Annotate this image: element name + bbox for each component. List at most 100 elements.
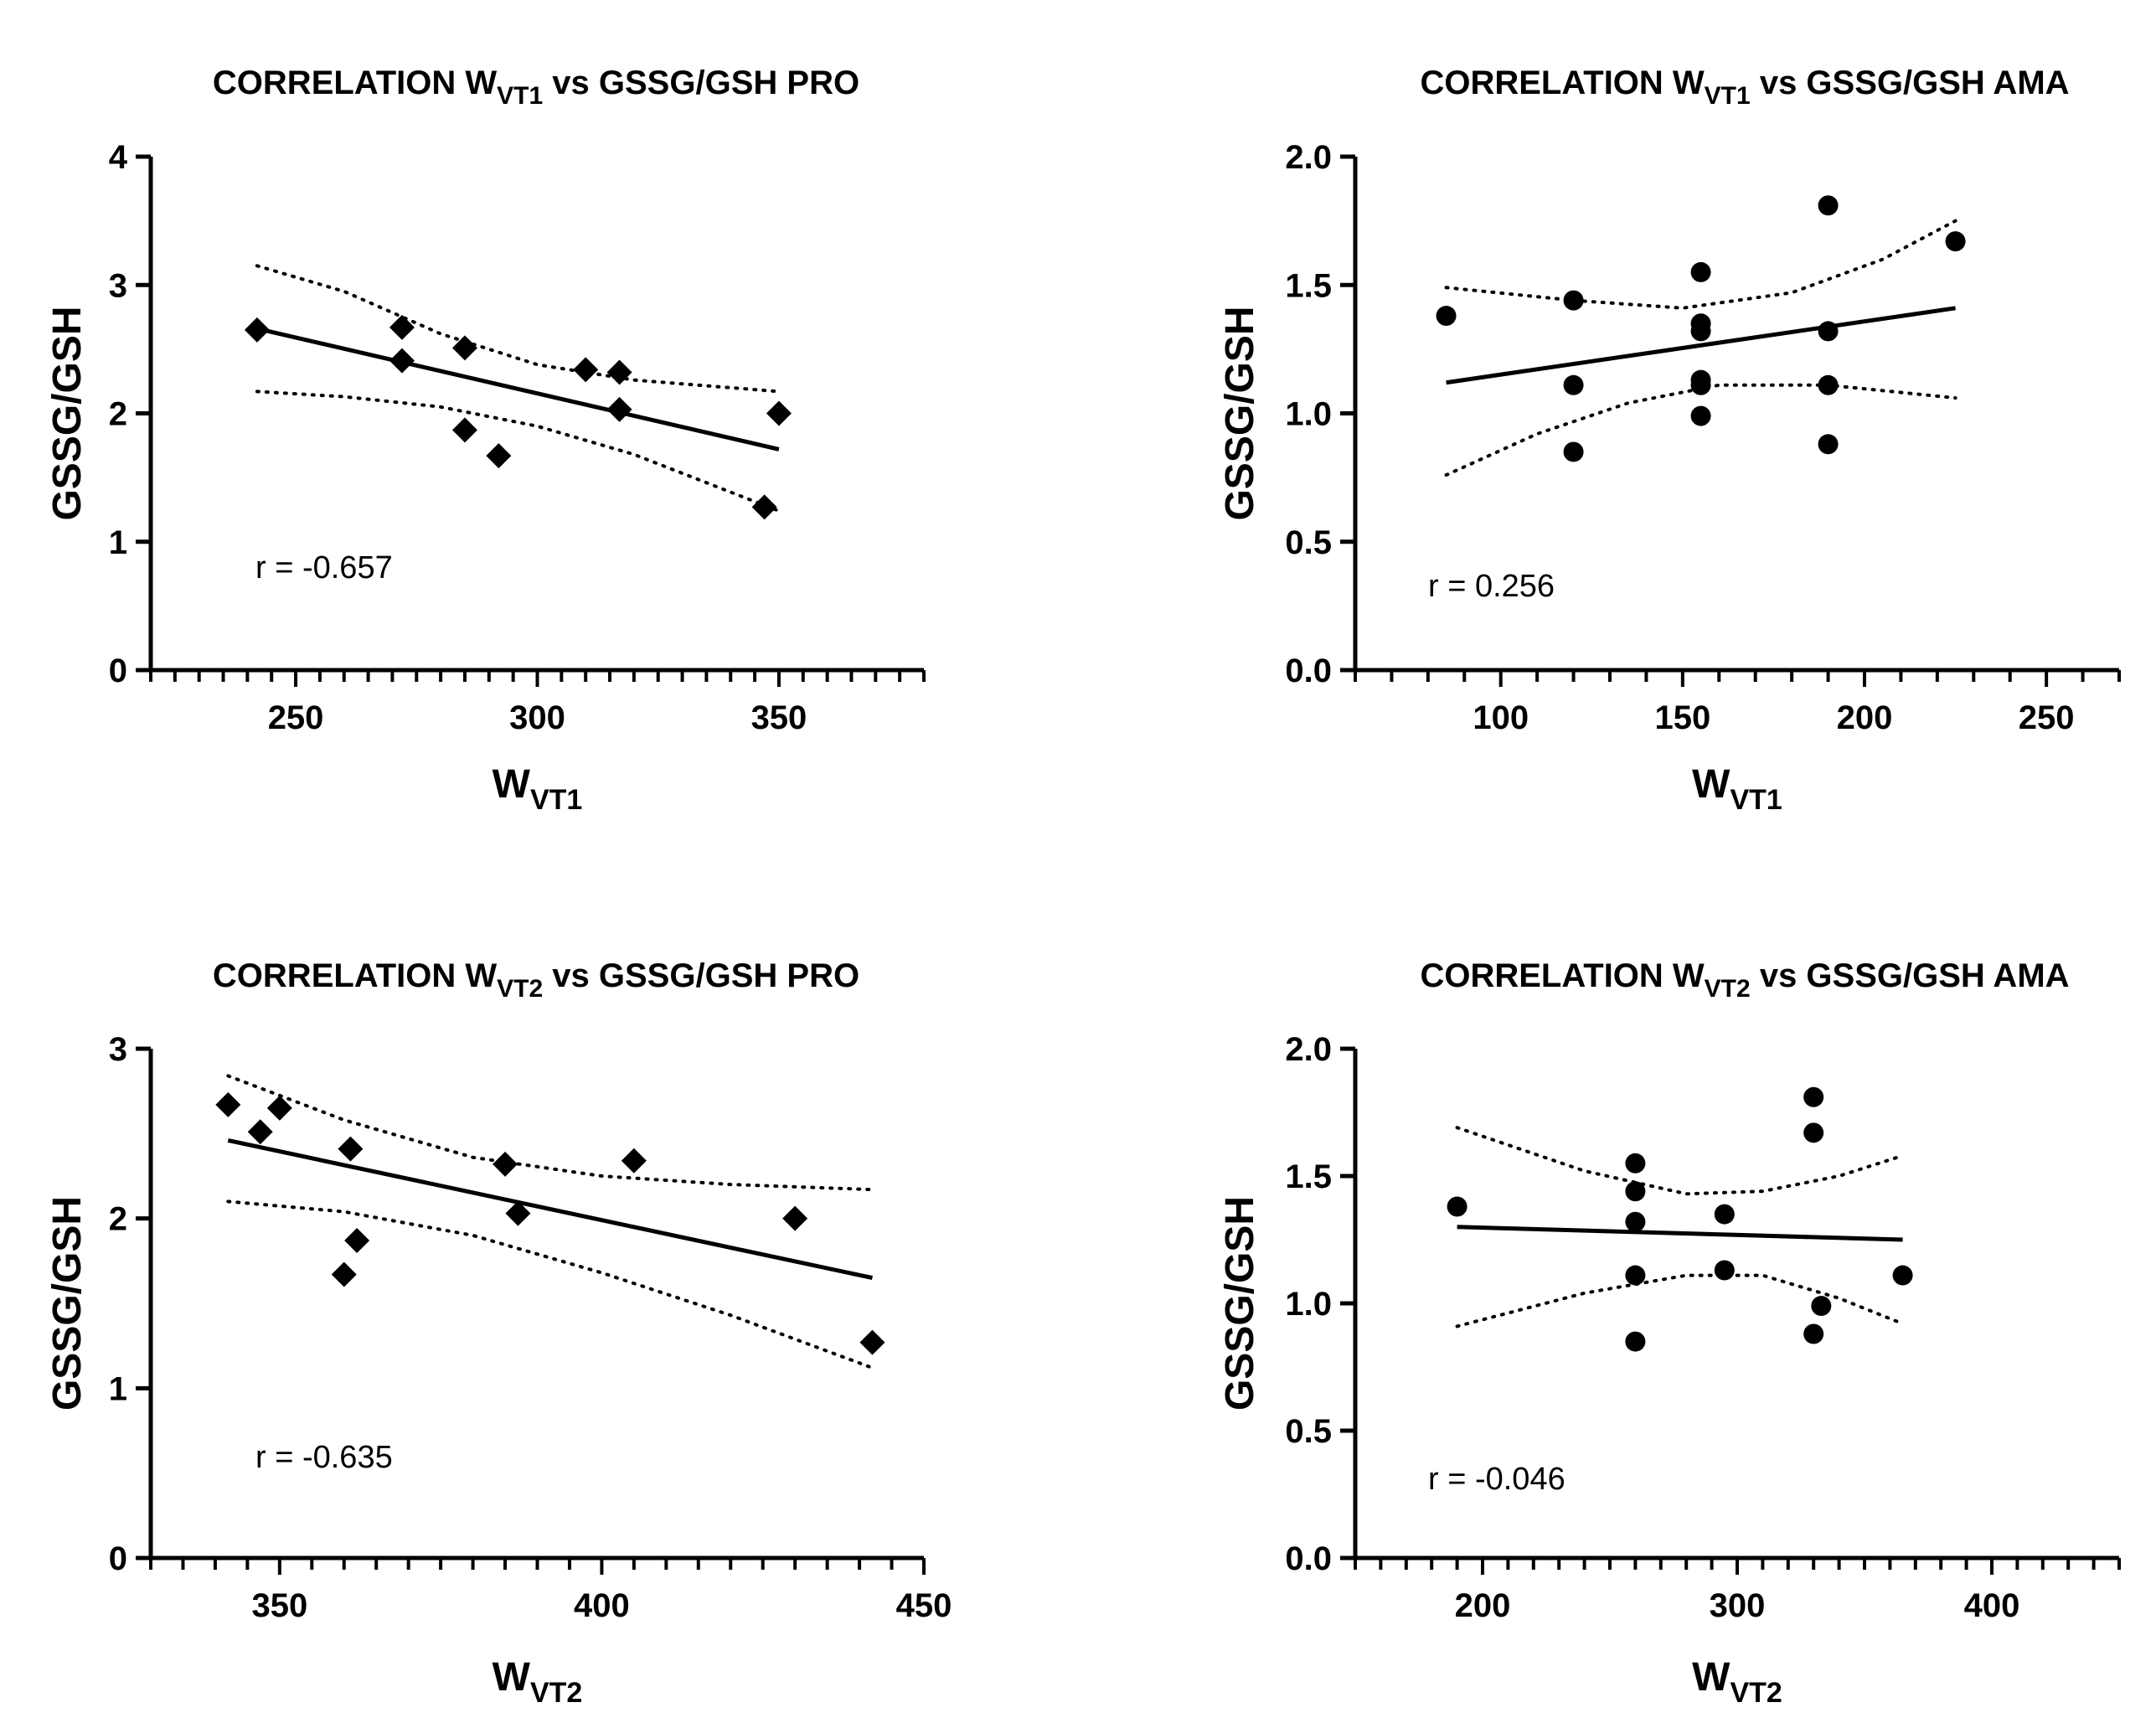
chart-title-subscript: VT2 bbox=[497, 975, 543, 1003]
chart-title-main: CORRELATION W bbox=[213, 64, 497, 101]
chart-title-subscript: VT1 bbox=[1705, 82, 1751, 110]
chart-title-rest: vs GSSG/GSH PRO bbox=[543, 64, 859, 101]
data-point bbox=[1892, 1265, 1913, 1286]
data-point bbox=[1447, 1196, 1467, 1217]
data-point bbox=[782, 1205, 808, 1231]
x-axis-title: WVT1 bbox=[493, 762, 583, 816]
data-point bbox=[1563, 290, 1584, 311]
data-point bbox=[573, 357, 599, 383]
x-tick-label: 300 bbox=[1710, 1587, 1766, 1624]
chart-title-main: CORRELATION W bbox=[1420, 957, 1704, 994]
x-axis-title: WVT2 bbox=[1692, 1655, 1782, 1709]
data-point bbox=[766, 400, 792, 426]
y-tick-label: 1.0 bbox=[1285, 396, 1332, 433]
x-tick-label: 350 bbox=[251, 1587, 307, 1624]
y-tick-label: 3 bbox=[109, 1031, 127, 1068]
y-axis-title: GSSG/GSH bbox=[45, 1196, 90, 1411]
regression-line bbox=[227, 1137, 873, 1281]
data-point bbox=[493, 1151, 518, 1177]
correlation-annotation: r = 0.256 bbox=[1428, 569, 1555, 604]
x-axis-title: WVT2 bbox=[493, 1655, 583, 1709]
data-point bbox=[606, 359, 632, 385]
y-tick-label: 0.0 bbox=[1285, 653, 1332, 689]
chart-title-subscript: VT1 bbox=[497, 82, 543, 110]
y-tick-label: 3 bbox=[109, 267, 127, 304]
data-point bbox=[1625, 1331, 1646, 1352]
x-tick-label: 200 bbox=[1455, 1587, 1511, 1624]
y-axis-title: GSSG/GSH bbox=[1218, 1196, 1262, 1411]
correlation-annotation: r = -0.635 bbox=[255, 1440, 393, 1475]
y-tick-label: 0 bbox=[109, 653, 127, 689]
chart-panel-2: CORRELATION WVT1 vs GSSG/GSH AMA 0.0 0.5 1.… bbox=[1218, 64, 2121, 816]
data-point bbox=[1436, 306, 1457, 327]
data-point bbox=[1818, 321, 1839, 342]
data-point bbox=[1818, 195, 1839, 216]
y-tick-label: 2 bbox=[109, 1201, 127, 1238]
chart-title-main: CORRELATION W bbox=[213, 957, 497, 994]
y-tick-label: 0.0 bbox=[1285, 1540, 1332, 1577]
chart-panel-1: CORRELATION WVT1 vs GSSG/GSH PRO01234250… bbox=[45, 64, 926, 816]
x-tick-label: 250 bbox=[268, 699, 324, 736]
x-axis-title-subscript: VT1 bbox=[530, 784, 582, 816]
y-tick-label: 1.0 bbox=[1285, 1286, 1332, 1323]
chart-title: CORRELATION WVT1 vs GSSG/GSH AMA bbox=[1420, 64, 2069, 110]
y-axis-title: GSSG/GSH bbox=[45, 306, 90, 520]
data-point bbox=[859, 1329, 885, 1355]
data-point bbox=[215, 1091, 241, 1117]
y-tick-label: 1.5 bbox=[1285, 1158, 1332, 1195]
data-point bbox=[606, 396, 632, 422]
chart-title: CORRELATION WVT2 vs GSSG/GSH AMA bbox=[1420, 957, 2069, 1003]
correlation-annotation: r = -0.046 bbox=[1428, 1462, 1565, 1497]
x-axis-title-subscript: VT2 bbox=[1730, 1677, 1782, 1709]
data-point bbox=[338, 1136, 364, 1162]
y-tick-label: 0.5 bbox=[1285, 524, 1332, 561]
y-tick-label: 2.0 bbox=[1285, 1031, 1332, 1068]
data-point bbox=[751, 494, 777, 520]
data-point bbox=[451, 417, 477, 443]
x-tick-label: 200 bbox=[1837, 699, 1893, 736]
x-tick-label: 100 bbox=[1473, 699, 1529, 736]
y-tick-label: 1.5 bbox=[1285, 267, 1332, 304]
data-point bbox=[1563, 441, 1584, 462]
data-point bbox=[1563, 374, 1584, 395]
regression-line bbox=[1457, 1225, 1903, 1242]
chart-title: CORRELATION WVT2 vs GSSG/GSH PRO bbox=[213, 957, 859, 1003]
data-point bbox=[1818, 374, 1839, 395]
y-axis-title: GSSG/GSH bbox=[1218, 306, 1262, 520]
ci-lower-line bbox=[1444, 383, 1957, 477]
data-point bbox=[266, 1095, 292, 1121]
data-point bbox=[1811, 1296, 1832, 1317]
chart-title: CORRELATION WVT1 vs GSSG/GSH PRO bbox=[213, 64, 859, 110]
chart-title-main: CORRELATION W bbox=[1420, 64, 1704, 101]
data-point bbox=[1625, 1265, 1646, 1286]
x-axis-title-subscript: VT2 bbox=[530, 1677, 582, 1709]
data-point bbox=[451, 335, 477, 361]
data-point bbox=[1803, 1323, 1824, 1344]
x-tick-label: 400 bbox=[1964, 1587, 2020, 1624]
data-point bbox=[331, 1261, 357, 1287]
x-axis-title-main: W bbox=[1692, 1655, 1730, 1700]
chart-panel-4: CORRELATION WVT2 vs GSSG/GSH AMA0.00.51.… bbox=[1218, 957, 2121, 1709]
data-point bbox=[1945, 231, 1966, 252]
chart-title-rest: vs GSSG/GSH AMA bbox=[1751, 957, 2070, 994]
data-point bbox=[505, 1200, 531, 1226]
x-tick-label: 150 bbox=[1654, 699, 1710, 736]
x-tick-label: 300 bbox=[509, 699, 565, 736]
data-point bbox=[1818, 434, 1839, 455]
x-axis-title-subscript: VT1 bbox=[1730, 784, 1782, 816]
chart-title-subscript: VT2 bbox=[1705, 975, 1751, 1003]
data-point bbox=[389, 314, 415, 340]
data-point bbox=[244, 317, 270, 343]
y-tick-label: 1 bbox=[109, 524, 127, 561]
ci-lower-line bbox=[226, 1199, 874, 1370]
x-tick-label: 400 bbox=[574, 1587, 630, 1624]
data-point bbox=[1625, 1181, 1646, 1202]
data-point bbox=[1625, 1211, 1646, 1232]
ci-lower-line bbox=[1455, 1273, 1905, 1328]
data-point bbox=[389, 348, 415, 374]
ci-upper-line bbox=[255, 264, 781, 394]
y-tick-label: 1 bbox=[109, 1370, 127, 1407]
